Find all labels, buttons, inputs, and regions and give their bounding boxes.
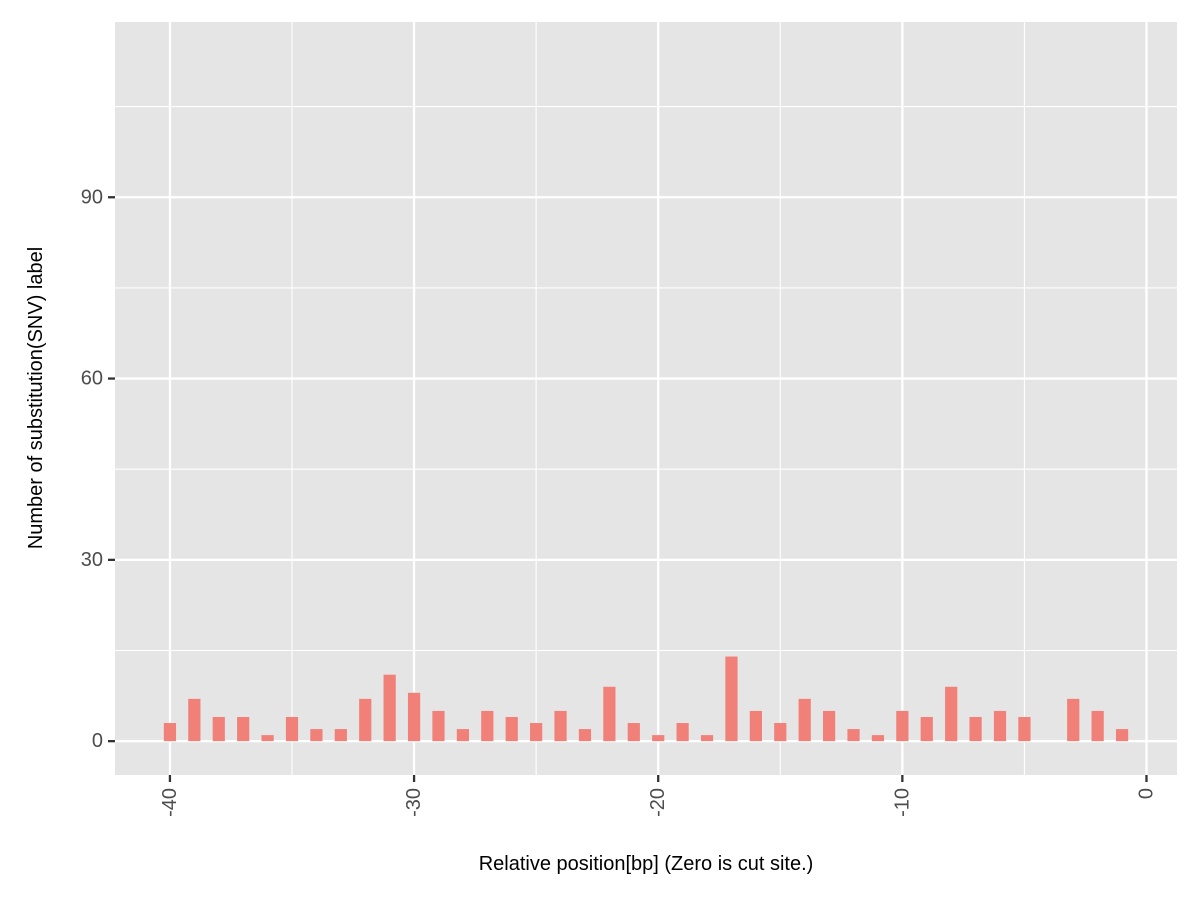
bar <box>261 735 274 742</box>
bar <box>163 723 177 742</box>
bar <box>847 729 860 742</box>
bar <box>871 735 885 742</box>
x-tick-label: -40 <box>159 788 181 817</box>
bar <box>798 698 811 742</box>
y-tick-label: 90 <box>81 186 103 208</box>
bar <box>578 729 592 742</box>
bar <box>1018 716 1031 742</box>
y-axis: 0 30 60 90 <box>81 186 115 752</box>
bar <box>530 723 543 742</box>
bar <box>774 723 787 742</box>
bar <box>383 674 396 742</box>
bar <box>1115 729 1129 742</box>
plot-panel <box>115 22 1177 775</box>
y-tick-label: 60 <box>81 368 103 390</box>
bar <box>285 716 299 742</box>
bar <box>310 729 323 742</box>
bar <box>334 729 347 742</box>
bar <box>554 710 567 742</box>
bar-series <box>163 656 1129 742</box>
y-axis-title: Number of substitution(SNV) label <box>25 247 47 549</box>
bar <box>603 686 616 742</box>
bar <box>188 698 201 742</box>
y-tick-label: 30 <box>81 549 103 571</box>
x-tick-label: -30 <box>403 788 425 817</box>
bar <box>237 716 250 742</box>
bar <box>627 723 640 742</box>
bar <box>896 710 909 742</box>
bar <box>505 716 518 742</box>
bar <box>652 735 665 742</box>
x-axis: -40 -30 -20 -10 0 <box>159 775 1157 817</box>
x-tick-label: -20 <box>647 788 669 817</box>
bar <box>1091 710 1104 742</box>
bar <box>676 723 689 742</box>
bar <box>359 698 372 742</box>
bar <box>920 716 933 742</box>
bar <box>481 710 494 742</box>
x-axis-title: Relative position[bp] (Zero is cut site.… <box>479 853 814 875</box>
bar <box>993 710 1007 742</box>
bar <box>823 710 836 742</box>
bar <box>212 716 225 742</box>
bar <box>456 729 469 742</box>
bar <box>969 716 982 742</box>
bar <box>1067 698 1080 742</box>
bar <box>749 710 762 742</box>
bar <box>432 710 445 742</box>
minor-grid <box>115 22 1177 775</box>
bar <box>407 692 421 742</box>
bar <box>700 735 714 742</box>
x-tick-label: 0 <box>1135 788 1157 799</box>
bar <box>725 656 738 742</box>
y-tick-label: 0 <box>92 730 103 752</box>
x-tick-label: -10 <box>891 788 913 817</box>
bar <box>945 686 958 742</box>
